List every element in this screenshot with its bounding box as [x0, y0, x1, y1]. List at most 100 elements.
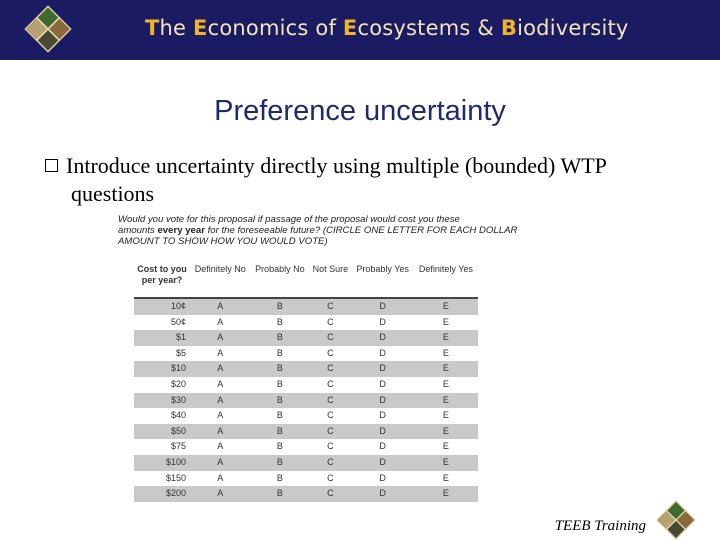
- cost-cell: $100: [134, 454, 190, 471]
- response-option[interactable]: E: [442, 410, 449, 421]
- teeb-logo-icon: [24, 5, 72, 53]
- table-row: $10 A B C D E: [134, 361, 478, 377]
- response-option[interactable]: A: [190, 486, 251, 502]
- cost-cell: $20: [170, 378, 186, 389]
- response-option[interactable]: A: [190, 392, 251, 409]
- response-option[interactable]: D: [351, 298, 414, 315]
- cost-cell: $10: [134, 361, 190, 377]
- response-option[interactable]: D: [379, 378, 386, 389]
- response-option[interactable]: C: [309, 298, 352, 315]
- response-option[interactable]: A: [217, 441, 224, 452]
- table-row: $150 A B C D E: [134, 471, 478, 487]
- response-option[interactable]: A: [190, 361, 251, 377]
- cost-cell: $40: [170, 410, 186, 421]
- response-option[interactable]: B: [250, 486, 310, 502]
- cost-cell: $75: [170, 441, 186, 452]
- response-option[interactable]: D: [379, 441, 386, 452]
- response-option[interactable]: B: [276, 347, 283, 358]
- response-option[interactable]: C: [327, 472, 334, 483]
- table-row: $20 A B C D E: [134, 377, 478, 393]
- response-option[interactable]: E: [413, 392, 478, 409]
- response-option[interactable]: D: [379, 316, 386, 327]
- response-option[interactable]: E: [442, 378, 449, 389]
- response-option[interactable]: C: [327, 441, 334, 452]
- response-option[interactable]: B: [276, 410, 283, 421]
- response-option[interactable]: E: [413, 298, 478, 315]
- column-header-not-sure: Not Sure: [309, 264, 352, 299]
- response-option[interactable]: D: [351, 361, 414, 377]
- response-option[interactable]: C: [309, 330, 352, 346]
- table-row: $200 A B C D E: [134, 486, 478, 502]
- response-option[interactable]: A: [190, 423, 251, 440]
- response-option[interactable]: D: [351, 486, 414, 502]
- cost-cell: $200: [134, 486, 190, 502]
- response-option[interactable]: E: [442, 316, 449, 327]
- cost-cell: 50¢: [170, 316, 186, 327]
- footer-label: TEEB Training: [554, 518, 646, 534]
- response-option[interactable]: B: [250, 298, 310, 315]
- column-header-cost: Cost to you per year?: [134, 264, 190, 299]
- survey-question-line2: amounts every year for the foreseeable f…: [118, 225, 518, 236]
- wtp-response-table: Cost to you per year? Definitely No Prob…: [134, 264, 478, 502]
- response-option[interactable]: C: [327, 410, 334, 421]
- header-title: The Economics of Ecosystems & Biodiversi…: [145, 16, 629, 40]
- checkbox-bullet-icon: [45, 159, 58, 172]
- table-row: $40 A B C D E: [134, 408, 478, 424]
- response-option[interactable]: B: [250, 330, 310, 346]
- response-option[interactable]: B: [250, 392, 310, 409]
- response-option[interactable]: E: [442, 347, 449, 358]
- response-option[interactable]: C: [327, 378, 334, 389]
- table-row: 10¢ A B C D E: [134, 298, 478, 315]
- table-row: $75 A B C D E: [134, 439, 478, 455]
- response-option[interactable]: B: [276, 316, 283, 327]
- table-body: 10¢ A B C D E 50¢ A B C D E $1 A B C D E $5 A B C D E $10 A B C D E $2…: [134, 298, 478, 502]
- response-option[interactable]: C: [327, 347, 334, 358]
- response-option[interactable]: D: [379, 472, 386, 483]
- response-option[interactable]: B: [250, 423, 310, 440]
- survey-question: Would you vote for this proposal if pass…: [118, 214, 523, 247]
- response-option[interactable]: E: [413, 423, 478, 440]
- response-option[interactable]: E: [413, 361, 478, 377]
- response-option[interactable]: C: [309, 486, 352, 502]
- response-option[interactable]: A: [217, 472, 224, 483]
- response-option[interactable]: B: [276, 441, 283, 452]
- response-option[interactable]: A: [217, 378, 224, 389]
- cost-cell: 10¢: [134, 298, 190, 315]
- response-option[interactable]: A: [190, 330, 251, 346]
- response-option[interactable]: D: [379, 347, 386, 358]
- response-option[interactable]: B: [276, 472, 283, 483]
- response-option[interactable]: A: [190, 298, 251, 315]
- response-option[interactable]: A: [217, 316, 224, 327]
- survey-question-line1: Would you vote for this proposal if pass…: [118, 214, 460, 225]
- response-option[interactable]: B: [276, 378, 283, 389]
- response-option[interactable]: C: [309, 392, 352, 409]
- response-option[interactable]: E: [442, 472, 449, 483]
- response-option[interactable]: C: [309, 454, 352, 471]
- response-option[interactable]: D: [379, 410, 386, 421]
- cost-cell: $30: [134, 392, 190, 409]
- response-option[interactable]: A: [217, 347, 224, 358]
- bullet-point: Introduce uncertainty directly using mul…: [45, 152, 685, 208]
- response-option[interactable]: A: [217, 410, 224, 421]
- response-option[interactable]: C: [327, 316, 334, 327]
- column-header-probably-no: Probably No: [250, 264, 310, 299]
- column-header-probably-yes: Probably Yes: [351, 264, 414, 299]
- response-option[interactable]: E: [413, 330, 478, 346]
- response-option[interactable]: D: [351, 454, 414, 471]
- response-option[interactable]: D: [351, 392, 414, 409]
- response-option[interactable]: D: [351, 330, 414, 346]
- bullet-text-line2: questions: [71, 181, 155, 206]
- table-row: $5 A B C D E: [134, 346, 478, 362]
- response-option[interactable]: B: [250, 361, 310, 377]
- teeb-logo-icon: [656, 500, 696, 540]
- response-option[interactable]: E: [413, 454, 478, 471]
- response-option[interactable]: E: [413, 486, 478, 502]
- survey-question-line3: AMOUNT TO SHOW HOW YOU WOULD VOTE): [118, 236, 328, 247]
- response-option[interactable]: C: [309, 423, 352, 440]
- response-option[interactable]: C: [309, 361, 352, 377]
- response-option[interactable]: E: [442, 441, 449, 452]
- response-option[interactable]: B: [250, 454, 310, 471]
- response-option[interactable]: D: [351, 423, 414, 440]
- cost-cell: $150: [165, 472, 186, 483]
- response-option[interactable]: A: [190, 454, 251, 471]
